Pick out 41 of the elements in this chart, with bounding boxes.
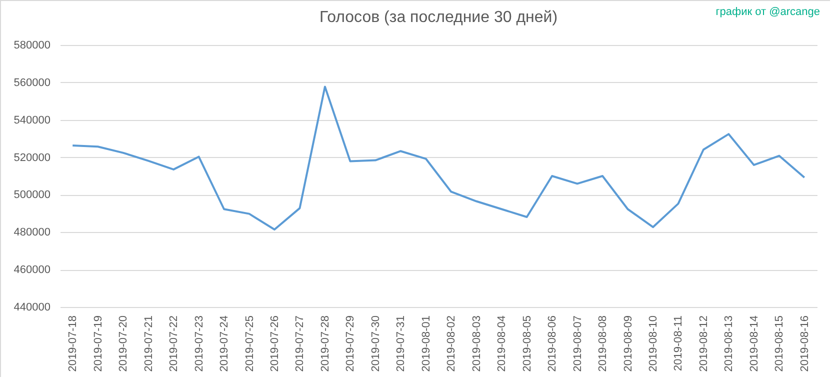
x-tick-label: 2019-07-31 bbox=[395, 316, 408, 372]
x-tick-label: 2019-07-20 bbox=[118, 316, 130, 372]
x-tick-label: 2019-08-09 bbox=[622, 316, 634, 372]
x-tick-label: 2019-07-28 bbox=[319, 316, 332, 372]
y-tick-label: 520000 bbox=[14, 152, 50, 164]
chart-title: Голосов (за последние 30 дней) bbox=[319, 9, 558, 26]
x-tick-label: 2019-08-15 bbox=[774, 316, 786, 372]
y-tick-label: 560000 bbox=[14, 76, 50, 89]
y-tick-label: 460000 bbox=[14, 264, 50, 276]
x-tick-label: 2019-07-23 bbox=[193, 316, 206, 372]
x-tick-label: 2019-08-01 bbox=[420, 316, 432, 372]
x-tick-label: 2019-07-25 bbox=[244, 316, 256, 372]
text: график от @arcange bbox=[716, 6, 820, 18]
x-tick-label: 2019-08-06 bbox=[546, 316, 559, 372]
y-tick-label: 580000 bbox=[14, 40, 50, 52]
x-tick-label: 2019-07-19 bbox=[92, 316, 104, 372]
line-series bbox=[72, 86, 806, 231]
x-tick-label: 2019-07-18 bbox=[67, 316, 80, 372]
x-tick-label: 2019-07-29 bbox=[344, 316, 357, 372]
x-tick-label: 2019-07-26 bbox=[268, 316, 281, 372]
x-tick-label: 2019-08-11 bbox=[672, 316, 685, 371]
x-tick-label: 2019-08-02 bbox=[446, 316, 458, 372]
x-tick-label: 2019-08-05 bbox=[521, 316, 534, 372]
x-tick-label: 2019-08-12 bbox=[698, 316, 710, 372]
y-tick-label: 440000 bbox=[14, 302, 50, 314]
y-tick-label: 540000 bbox=[14, 114, 50, 126]
x-tick-label: 2019-07-27 bbox=[294, 316, 306, 372]
x-tick-label: 2019-07-22 bbox=[168, 316, 180, 372]
x-tick-label: 2019-08-13 bbox=[723, 316, 736, 372]
y-tick-label: 500000 bbox=[14, 189, 50, 202]
x-tick-label: 2019-08-07 bbox=[572, 316, 584, 372]
x-tick-label: 2019-08-03 bbox=[470, 316, 483, 372]
x-tick-label: 2019-08-04 bbox=[496, 316, 508, 372]
x-tick-label: 2019-07-24 bbox=[218, 316, 231, 372]
x-tick-label: 2019-08-16 bbox=[798, 316, 811, 372]
x-tick-label: 2019-07-30 bbox=[370, 316, 382, 372]
x-tick-label: 2019-08-14 bbox=[748, 316, 760, 372]
x-tick-label: 2019-07-21 bbox=[142, 316, 155, 372]
x-tick-label: 2019-08-08 bbox=[597, 316, 610, 372]
y-tick-label: 480000 bbox=[14, 226, 50, 239]
x-tick-label: 2019-08-10 bbox=[647, 316, 660, 372]
